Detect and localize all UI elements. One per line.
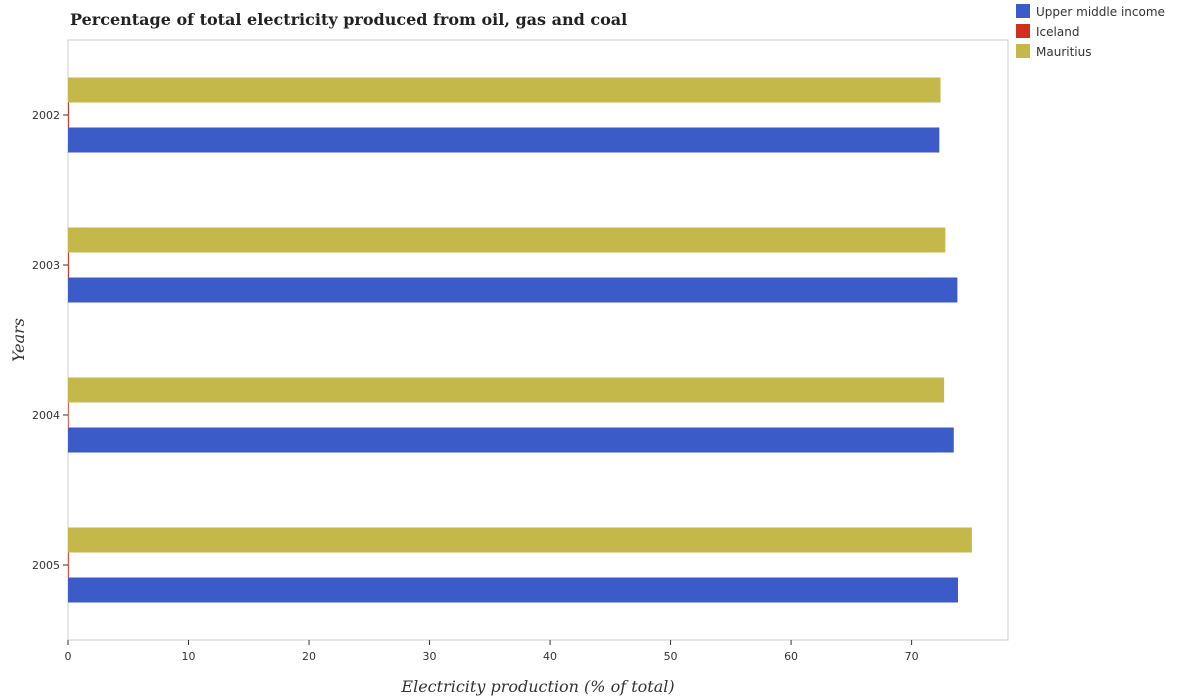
bar-iceland-2003 [68,252,69,278]
bar-mauritius-2002 [68,77,941,103]
chart-title: Percentage of total electricity produced… [70,10,627,29]
legend-label: Upper middle income [1036,5,1165,19]
bar-iceland-2005 [68,552,69,578]
x-tick-label: 70 [905,650,919,663]
bar-mauritius-2003 [68,227,946,253]
x-axis-ticks: 0 10 20 30 40 50 60 70 [65,640,919,663]
legend-label: Mauritius [1036,45,1091,59]
y-tick-label: 2005 [32,559,60,572]
x-tick-label: 0 [65,650,72,663]
bar-upper-middle-income-2004 [68,427,954,453]
bar-upper-middle-income-2002 [68,127,940,153]
x-tick-label: 60 [784,650,798,663]
x-tick-label: 20 [302,650,316,663]
x-tick-label: 10 [182,650,196,663]
bar-upper-middle-income-2005 [68,577,958,603]
bar-iceland-2004 [68,402,69,428]
x-axis-title: Electricity production (% of total) [400,677,674,696]
y-tick-label: 2002 [32,109,60,122]
bar-upper-middle-income-2003 [68,277,958,303]
bar-mauritius-2005 [68,527,972,553]
legend-swatch-upper-middle-income [1016,4,1030,18]
legend-label: Iceland [1036,25,1079,39]
bars [68,77,972,603]
y-tick-label: 2004 [32,409,60,422]
x-tick-label: 40 [543,650,557,663]
x-tick-label: 30 [423,650,437,663]
bar-mauritius-2004 [68,377,945,403]
bar-iceland-2002 [68,102,69,128]
legend-swatch-iceland [1016,24,1030,38]
legend-swatch-mauritius [1016,44,1030,58]
legend: Upper middle income Iceland Mauritius [1016,4,1165,59]
y-axis-title: Years [9,318,28,362]
y-tick-label: 2003 [32,259,60,272]
plot-area [67,39,1009,641]
x-tick-label: 50 [664,650,678,663]
y-axis-ticks: 2002 2003 2004 2005 [32,109,68,572]
